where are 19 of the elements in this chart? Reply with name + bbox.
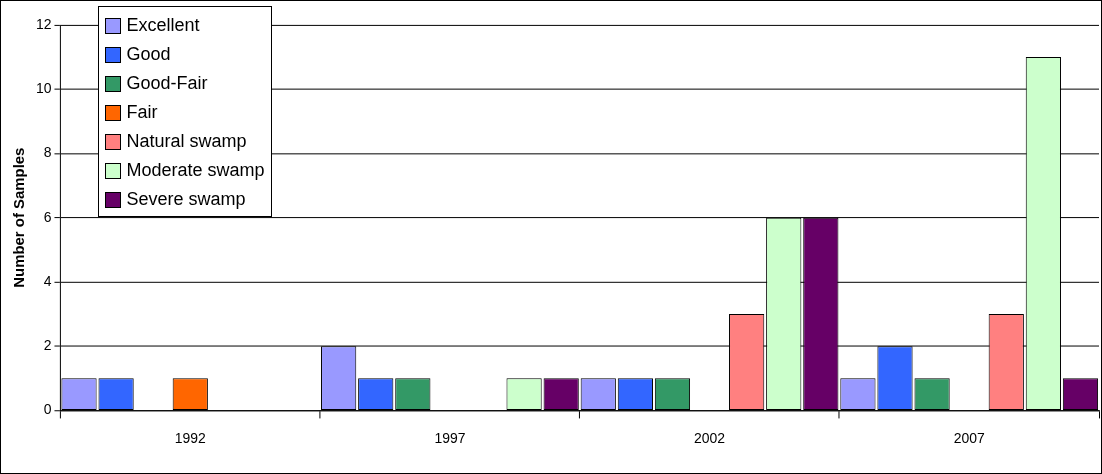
legend-label: Fair bbox=[126, 102, 158, 123]
legend-label: Good-Fair bbox=[126, 73, 208, 94]
legend-label: Natural swamp bbox=[126, 131, 247, 152]
y-tick-label: 4 bbox=[43, 272, 52, 289]
y-tick-label: 6 bbox=[43, 208, 52, 225]
y-axis-title: Number of Samples bbox=[10, 147, 28, 288]
x-tick-label: 2007 bbox=[953, 429, 985, 446]
y-tick-label: 0 bbox=[43, 401, 52, 418]
legend-label: Excellent bbox=[126, 15, 200, 36]
y-tick-label: 12 bbox=[35, 15, 52, 32]
x-tick-label: 2002 bbox=[694, 429, 726, 446]
legend-label: Good bbox=[126, 44, 171, 65]
legend-label: Severe swamp bbox=[126, 189, 246, 210]
y-tick-label: 8 bbox=[43, 144, 52, 161]
x-tick-label: 1997 bbox=[434, 429, 466, 446]
legend-label: Moderate swamp bbox=[126, 160, 265, 181]
y-tick-label: 2 bbox=[43, 337, 52, 354]
y-tick-label: 10 bbox=[35, 80, 52, 96]
x-tick-label: 1992 bbox=[174, 429, 207, 446]
